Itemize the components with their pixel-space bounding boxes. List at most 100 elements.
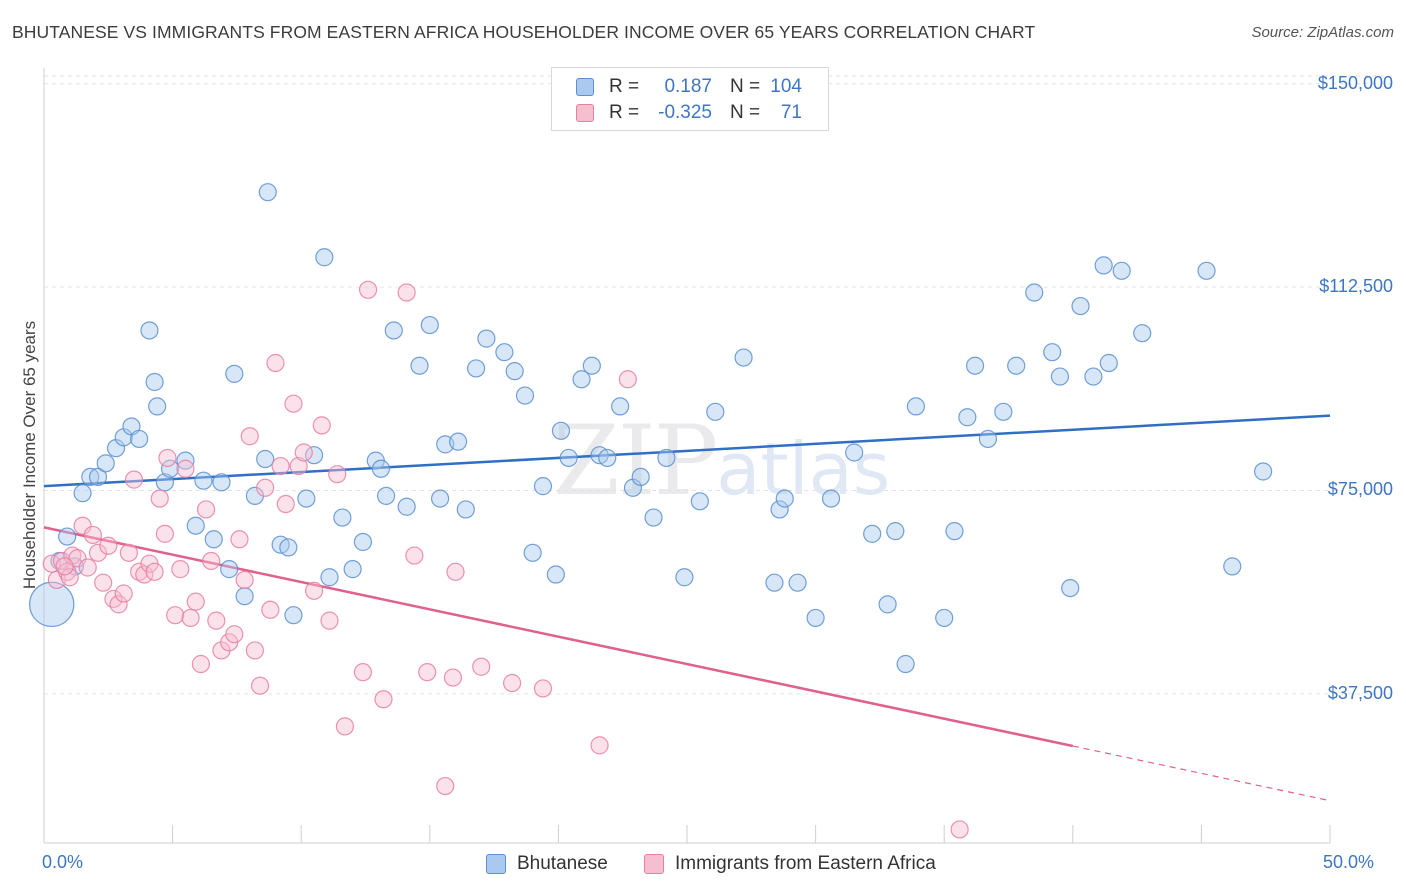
legend-r-value: -0.325 — [658, 102, 712, 123]
bhutanese-point — [212, 473, 231, 492]
bhutanese-point — [1223, 557, 1242, 576]
bhutanese-point — [1025, 283, 1044, 302]
eastern-africa-point — [397, 283, 416, 302]
eastern-africa-point — [405, 546, 424, 565]
legend-n-value: 71 — [780, 102, 802, 123]
eastern-africa-point — [119, 543, 138, 562]
eastern-africa-point — [245, 641, 265, 660]
eastern-africa-point — [590, 736, 609, 755]
eastern-africa-point — [261, 600, 280, 619]
bhutanese-point — [397, 497, 416, 516]
legend-n-label: N = — [730, 76, 761, 97]
eastern-africa-point — [266, 353, 285, 373]
eastern-africa-point — [436, 776, 455, 796]
bottom-legend-label: Bhutanese — [517, 853, 608, 874]
eastern-africa-point — [145, 562, 164, 581]
bhutanese-point — [1084, 367, 1103, 386]
eastern-africa-point — [335, 717, 355, 736]
bhutanese-point — [58, 527, 77, 546]
eastern-africa-point — [950, 820, 969, 839]
legend-n-label: N = — [730, 102, 761, 123]
bhutanese-point — [204, 530, 223, 549]
bhutanese-point — [644, 508, 663, 527]
y-tick-label: $75,000 — [1327, 479, 1393, 500]
bhutanese-point — [145, 372, 164, 392]
source-credit: Source: ZipAtlas.com — [1251, 24, 1394, 41]
bhutanese-point — [88, 467, 108, 487]
bhutanese-point — [495, 343, 514, 362]
bhutanese-trend-line — [43, 414, 1331, 488]
bhutanese-point — [706, 402, 725, 421]
eastern-africa-point — [171, 560, 190, 579]
legend-r-label: R = — [609, 76, 640, 97]
bhutanese-point — [225, 364, 244, 383]
correlation-legend: R = 0.187 N = 104 R = -0.325 N = 71 — [551, 67, 829, 131]
eastern-africa-trend-line-extension — [1072, 745, 1331, 802]
bhutanese-point — [140, 321, 159, 340]
bhutanese-point — [1050, 367, 1070, 386]
bhutanese-point — [1112, 261, 1131, 280]
eastern-africa-point — [289, 456, 308, 476]
bhutanese-point — [611, 397, 630, 416]
bhutanese-point — [1061, 578, 1080, 598]
legend-row-bhutanese: R = 0.187 N = 104 — [552, 74, 828, 100]
bhutanese-point — [1007, 356, 1026, 375]
bhutanese-point — [220, 560, 239, 579]
bhutanese-point — [598, 448, 617, 468]
bhutanese-point — [775, 489, 794, 508]
eastern-africa-point — [276, 494, 295, 514]
bhutanese-point — [371, 459, 391, 478]
eastern-africa-point — [158, 448, 177, 468]
eastern-africa-point — [250, 676, 270, 695]
eastern-africa-point — [256, 478, 275, 497]
eastern-africa-point — [83, 525, 102, 545]
bhutanese-point — [448, 432, 468, 451]
eastern-africa-point — [271, 456, 290, 476]
bhutanese-point — [81, 467, 100, 487]
eastern-africa-point — [166, 606, 185, 625]
eastern-africa-point — [176, 459, 195, 478]
data-points — [29, 183, 1273, 839]
bhutanese-point — [806, 608, 825, 628]
bhutanese-point — [186, 516, 205, 535]
bhutanese-point — [420, 315, 439, 335]
eastern-africa-point — [73, 516, 92, 535]
bhutanese-point — [935, 608, 954, 628]
bhutanese-point — [1254, 462, 1273, 481]
eastern-africa-point — [503, 673, 522, 693]
y-tick-label: $112,500 — [1319, 276, 1393, 297]
eastern-africa-trend-line — [43, 526, 1074, 748]
eastern-africa-point — [181, 608, 200, 628]
bhutanese-point — [1071, 296, 1090, 316]
bottom-legend-swatch-blue — [486, 854, 506, 874]
bhutanese-point — [965, 356, 985, 375]
bhutanese-point — [279, 538, 298, 557]
bhutanese-point — [384, 321, 403, 340]
legend-r-value: 0.187 — [664, 76, 712, 97]
bhutanese-point — [559, 448, 578, 468]
bhutanese-point — [315, 248, 334, 267]
bhutanese-point — [235, 587, 254, 606]
bhutanese-point — [845, 443, 864, 462]
bhutanese-point — [631, 467, 650, 487]
bhutanese-point — [1099, 353, 1118, 373]
bhutanese-point — [304, 446, 324, 465]
eastern-africa-point — [443, 668, 463, 687]
eastern-africa-point — [99, 536, 118, 555]
y-axis-label: Householder Income Over 65 years — [20, 320, 39, 590]
bhutanese-point — [734, 348, 753, 367]
bhutanese-point — [96, 454, 115, 473]
eastern-africa-point — [60, 568, 79, 587]
eastern-africa-point — [446, 562, 465, 581]
bhutanese-point — [886, 522, 905, 541]
legend-n-value: 104 — [770, 76, 802, 97]
bhutanese-point — [430, 489, 450, 508]
eastern-africa-point — [207, 611, 226, 630]
bhutanese-point — [582, 356, 601, 375]
bhutanese-point — [1133, 324, 1152, 343]
eastern-africa-point — [533, 679, 553, 698]
eastern-africa-point — [186, 592, 205, 611]
eastern-africa-point — [202, 551, 221, 571]
x-tick-label-max: 50.0% — [1323, 852, 1375, 872]
bhutanese-point — [505, 362, 524, 381]
